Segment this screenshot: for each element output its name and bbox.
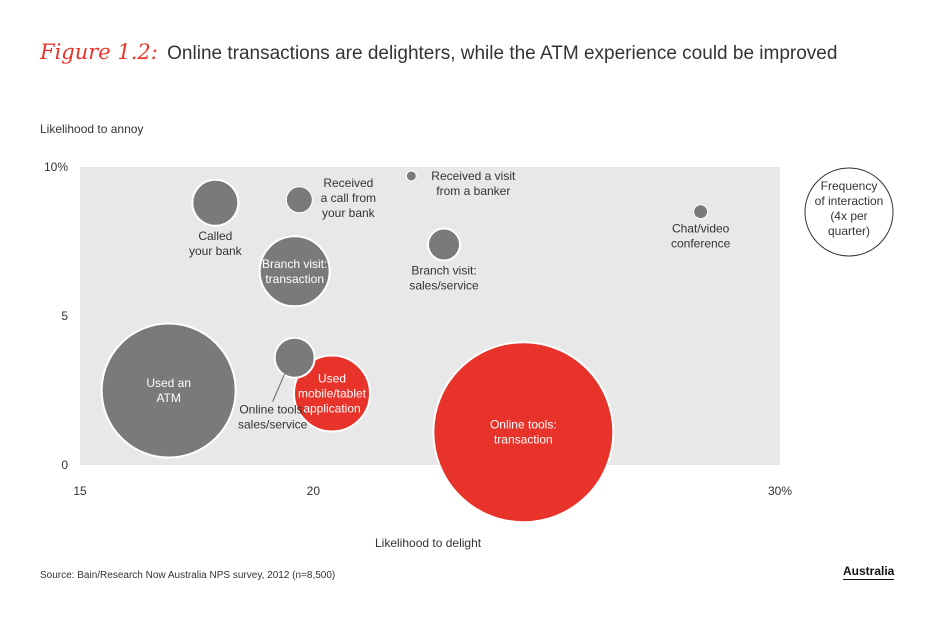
size-legend-text: Frequency bbox=[821, 179, 878, 193]
bubble bbox=[427, 227, 461, 262]
figure-label: Figure 1.2: bbox=[40, 40, 158, 64]
region-tag: Australia bbox=[843, 564, 895, 580]
bubble-label: Received a visit bbox=[431, 169, 516, 183]
bubble bbox=[258, 235, 331, 308]
bubble-label: application bbox=[303, 401, 360, 415]
bubble-label: transaction bbox=[265, 272, 324, 286]
y-axis-label: Likelihood to annoy bbox=[40, 122, 144, 136]
bubble-label: Branch visit: bbox=[411, 263, 476, 277]
bubble-label: Chat/video bbox=[672, 222, 730, 236]
bubble bbox=[191, 178, 240, 227]
bubble-label: your bank bbox=[322, 206, 376, 220]
size-legend-text: (4x per bbox=[830, 209, 867, 223]
bubble-label: Used bbox=[318, 371, 346, 385]
bubble bbox=[285, 186, 313, 214]
title-text: Online transactions are delighters, whil… bbox=[167, 43, 838, 64]
y-tick-label: 0 bbox=[61, 458, 68, 472]
bubbles bbox=[100, 170, 709, 524]
bubble-label: Branch visit: bbox=[262, 257, 327, 271]
bubble bbox=[432, 341, 615, 524]
bubble-label: sales/service bbox=[238, 418, 308, 432]
bubble-label: Received bbox=[323, 176, 373, 190]
bubble bbox=[405, 170, 417, 182]
bubble bbox=[293, 354, 371, 433]
bubble-label: your bank bbox=[189, 244, 243, 258]
bubble-label: transaction bbox=[494, 433, 553, 447]
label-leader-line bbox=[272, 373, 286, 402]
chart-title: Figure 1.2: Online transactions are deli… bbox=[40, 40, 837, 65]
size-legend-text: of interaction bbox=[815, 194, 884, 208]
bubble-label: a call from bbox=[321, 191, 376, 205]
bubble-label: ATM bbox=[156, 391, 180, 405]
source-note: Source: Bain/Research Now Australia NPS … bbox=[40, 570, 336, 581]
x-tick-label: 30% bbox=[768, 484, 792, 498]
bubble bbox=[693, 204, 709, 220]
axis-ticks: 15 20 30% 0 5 10% bbox=[44, 160, 792, 498]
bubble bbox=[273, 336, 316, 379]
size-legend-circle bbox=[804, 167, 894, 257]
bubble bbox=[100, 322, 237, 459]
bubble-label: Online tools: bbox=[490, 418, 557, 432]
bubble-label: Online tools: bbox=[239, 403, 306, 417]
bubble-label: Used an bbox=[146, 376, 191, 390]
bubble-label: from a banker bbox=[436, 184, 510, 198]
bubble-label: mobile/tablet bbox=[298, 386, 367, 400]
x-tick-label: 20 bbox=[307, 484, 321, 498]
bubble-label: Called bbox=[198, 229, 232, 243]
y-tick-label: 5 bbox=[61, 309, 68, 323]
x-axis-label: Likelihood to delight bbox=[375, 536, 482, 550]
bubble-label: sales/service bbox=[409, 278, 479, 292]
bubble-label: conference bbox=[671, 237, 731, 251]
size-legend-text: quarter) bbox=[828, 224, 870, 238]
y-tick-label: 10% bbox=[44, 160, 68, 174]
x-tick-label: 15 bbox=[73, 484, 87, 498]
